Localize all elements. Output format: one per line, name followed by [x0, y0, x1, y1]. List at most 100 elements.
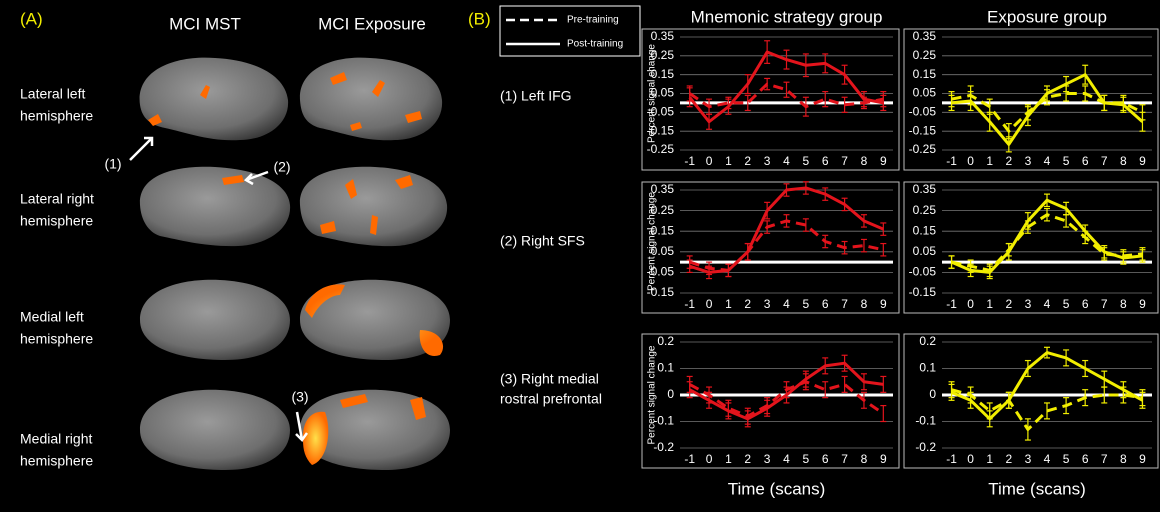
x-tick-label: -1 — [946, 452, 957, 466]
x-tick-label: 3 — [764, 452, 771, 466]
x-axis-label: Time (scans) — [988, 479, 1086, 498]
x-tick-label: 6 — [1082, 452, 1089, 466]
x-axis-label: Time (scans) — [728, 479, 826, 498]
region-label: rostral prefrontal — [500, 391, 602, 407]
y-tick-label: -0.05 — [647, 265, 675, 279]
region-label: (1) Left IFG — [500, 88, 572, 104]
y-tick-label: -0.1 — [653, 414, 674, 428]
annotation: (3) — [291, 389, 308, 405]
annotation: (2) — [273, 159, 290, 175]
annotation: (1) — [104, 156, 121, 172]
x-tick-label: 4 — [1044, 154, 1051, 168]
x-tick-label: 5 — [1063, 452, 1070, 466]
y-axis-label: Percent signal change — [647, 345, 658, 444]
x-tick-label: 3 — [1025, 452, 1032, 466]
x-tick-label: 0 — [967, 452, 974, 466]
y-tick-label: 0.2 — [657, 334, 674, 348]
x-tick-label: 5 — [803, 297, 810, 311]
y-tick-label: 0.05 — [651, 244, 675, 258]
x-tick-label: 7 — [841, 154, 848, 168]
x-tick-label: 7 — [1101, 297, 1108, 311]
chart-title: Mnemonic strategy group — [691, 7, 883, 26]
x-tick-label: 6 — [822, 297, 829, 311]
x-tick-label: 8 — [1120, 452, 1127, 466]
x-tick-label: 6 — [822, 154, 829, 168]
row-label: hemisphere — [20, 453, 93, 469]
y-tick-label: -0.2 — [915, 440, 936, 454]
x-tick-label: 6 — [1082, 297, 1089, 311]
x-tick-label: 2 — [1005, 297, 1012, 311]
x-tick-label: 0 — [967, 297, 974, 311]
y-tick-label: 0 — [929, 387, 936, 401]
x-tick-label: 0 — [706, 297, 713, 311]
row-label: Medial left — [20, 309, 84, 325]
x-tick-label: 7 — [841, 452, 848, 466]
y-tick-label: -0.15 — [647, 285, 675, 299]
x-tick-label: 7 — [841, 297, 848, 311]
x-tick-label: 8 — [1120, 297, 1127, 311]
row-label: hemisphere — [20, 213, 93, 229]
x-tick-label: 1 — [725, 154, 732, 168]
y-tick-label: 0.15 — [651, 223, 675, 237]
x-tick-label: 8 — [861, 297, 868, 311]
x-tick-label: 9 — [880, 452, 887, 466]
x-tick-label: 2 — [744, 297, 751, 311]
y-tick-label: 0.25 — [913, 48, 937, 62]
x-tick-label: 0 — [967, 154, 974, 168]
x-tick-label: 9 — [1139, 452, 1146, 466]
y-tick-label: 0.15 — [651, 67, 675, 81]
x-tick-label: 5 — [1063, 297, 1070, 311]
x-tick-label: 0 — [706, 452, 713, 466]
y-tick-label: 0.05 — [913, 86, 937, 100]
y-tick-label: 0.35 — [913, 182, 937, 196]
x-tick-label: 5 — [803, 452, 810, 466]
x-tick-label: 9 — [880, 154, 887, 168]
y-tick-label: 0 — [667, 387, 674, 401]
row-label: Lateral left — [20, 86, 85, 102]
y-tick-label: -0.1 — [915, 414, 936, 428]
chart-title: Exposure group — [987, 7, 1107, 26]
x-tick-label: 2 — [1005, 452, 1012, 466]
x-tick-label: 0 — [706, 154, 713, 168]
x-tick-label: 4 — [783, 154, 790, 168]
y-tick-label: 0.35 — [651, 182, 675, 196]
x-tick-label: 3 — [1025, 154, 1032, 168]
x-tick-label: -1 — [684, 297, 695, 311]
x-tick-label: 4 — [783, 297, 790, 311]
x-tick-label: 6 — [822, 452, 829, 466]
y-tick-label: 0.1 — [919, 361, 936, 375]
row-label: Medial right — [20, 431, 92, 447]
y-tick-label: -0.15 — [909, 123, 937, 137]
y-tick-label: -0.25 — [909, 142, 937, 156]
panel-label: (B) — [468, 9, 491, 28]
y-tick-label: 0.15 — [913, 223, 937, 237]
y-tick-label: -0.25 — [647, 142, 675, 156]
column-label: MCI Exposure — [318, 14, 426, 33]
x-tick-label: 3 — [764, 297, 771, 311]
x-tick-label: -1 — [946, 297, 957, 311]
x-tick-label: -1 — [946, 154, 957, 168]
column-label: MCI MST — [169, 14, 241, 33]
y-tick-label: -0.2 — [653, 440, 674, 454]
x-tick-label: 5 — [803, 154, 810, 168]
y-tick-label: -0.15 — [909, 285, 937, 299]
y-tick-label: 0.35 — [651, 29, 675, 43]
x-tick-label: 6 — [1082, 154, 1089, 168]
x-tick-label: 9 — [1139, 297, 1146, 311]
y-tick-label: 0.2 — [919, 334, 936, 348]
y-tick-label: 0.15 — [913, 67, 937, 81]
x-tick-label: 3 — [1025, 297, 1032, 311]
row-label: hemisphere — [20, 108, 93, 124]
legend: Pre-training Post-training — [500, 6, 640, 56]
y-tick-label: -0.05 — [909, 265, 937, 279]
x-tick-label: 1 — [986, 154, 993, 168]
x-tick-label: 9 — [880, 297, 887, 311]
x-tick-label: 8 — [1120, 154, 1127, 168]
x-tick-label: 1 — [986, 452, 993, 466]
x-tick-label: 8 — [861, 154, 868, 168]
x-tick-label: 9 — [1139, 154, 1146, 168]
legend-label: Pre-training — [567, 15, 619, 26]
x-tick-label: 4 — [1044, 297, 1051, 311]
y-tick-label: -0.05 — [909, 105, 937, 119]
y-tick-label: 0.1 — [657, 361, 674, 375]
